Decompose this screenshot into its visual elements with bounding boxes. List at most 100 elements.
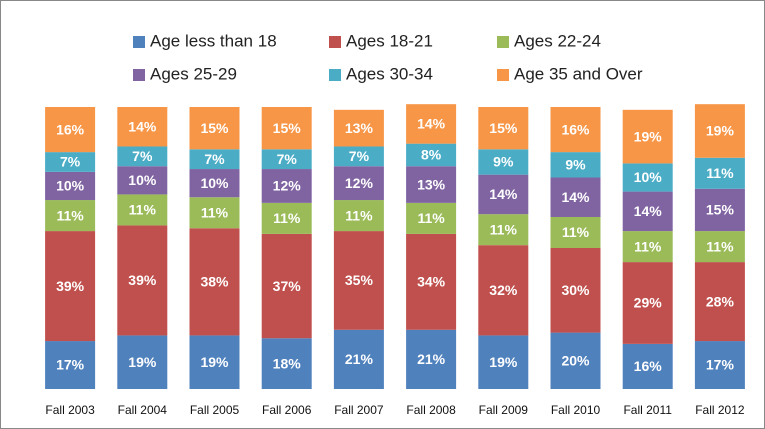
x-tick-label: Fall 2007 bbox=[334, 403, 384, 417]
bar-segment bbox=[117, 335, 168, 389]
value-label: 37% bbox=[273, 278, 302, 294]
bar-segment bbox=[117, 166, 168, 195]
value-label: 10% bbox=[56, 178, 85, 194]
value-label: 11% bbox=[56, 207, 84, 223]
bar-segment bbox=[333, 109, 384, 147]
value-label: 11% bbox=[345, 207, 373, 223]
value-label: 14% bbox=[417, 116, 446, 132]
value-label: 11% bbox=[706, 165, 734, 181]
bar-segment bbox=[622, 191, 673, 232]
bar-segment bbox=[189, 335, 240, 389]
bar-segment bbox=[694, 104, 745, 158]
value-label: 16% bbox=[56, 121, 85, 137]
bar-segment bbox=[478, 214, 529, 246]
bar-segment bbox=[622, 109, 673, 164]
legend-swatch bbox=[497, 69, 509, 81]
value-label: 11% bbox=[201, 204, 229, 220]
value-label: 7% bbox=[60, 154, 81, 170]
x-tick-label: Fall 2009 bbox=[479, 403, 529, 417]
bar-segment bbox=[478, 335, 529, 389]
legend-swatch bbox=[329, 36, 341, 48]
value-label: 7% bbox=[349, 148, 370, 164]
value-label: 17% bbox=[56, 357, 85, 373]
value-label: 8% bbox=[421, 147, 442, 163]
bar-segment bbox=[694, 231, 745, 263]
legend-swatch bbox=[329, 69, 341, 81]
value-label: 19% bbox=[634, 128, 663, 144]
bar-segment bbox=[478, 149, 529, 175]
bar-segment bbox=[694, 157, 745, 189]
value-label: 13% bbox=[417, 176, 446, 192]
legend-label: Ages 22-24 bbox=[514, 31, 601, 50]
bar-segment bbox=[189, 197, 240, 229]
value-label: 17% bbox=[706, 357, 735, 373]
bar-segment bbox=[622, 163, 673, 192]
value-label: 10% bbox=[634, 169, 663, 185]
value-label: 19% bbox=[489, 354, 518, 370]
value-label: 11% bbox=[129, 202, 157, 218]
bar-segment bbox=[622, 231, 673, 263]
bar-segment bbox=[694, 341, 745, 389]
value-label: 13% bbox=[345, 120, 374, 136]
bar-segment bbox=[694, 188, 745, 232]
x-tick-label: Fall 2012 bbox=[695, 403, 745, 417]
legend-swatch bbox=[133, 69, 145, 81]
value-label: 15% bbox=[200, 120, 229, 136]
bar-segment bbox=[333, 166, 384, 201]
legend-label: Ages 25-29 bbox=[150, 64, 237, 83]
x-tick-label: Fall 2010 bbox=[551, 403, 601, 417]
bar-segment bbox=[406, 143, 457, 167]
bar-segment bbox=[117, 225, 168, 336]
bar-segment bbox=[406, 104, 457, 144]
value-label: 18% bbox=[273, 355, 302, 371]
value-label: 15% bbox=[489, 120, 518, 136]
bar-segment bbox=[189, 107, 240, 150]
legend-label: Ages 30-34 bbox=[346, 64, 433, 83]
bar-segment bbox=[45, 231, 96, 342]
bar-segment bbox=[333, 329, 384, 389]
value-label: 39% bbox=[56, 278, 85, 294]
value-label: 11% bbox=[417, 210, 445, 226]
bar-segment bbox=[333, 146, 384, 167]
value-label: 28% bbox=[706, 293, 735, 309]
value-label: 14% bbox=[128, 118, 157, 134]
value-label: 38% bbox=[200, 274, 229, 290]
bar-segment bbox=[117, 194, 168, 226]
bar-segment bbox=[45, 152, 96, 172]
legend-label: Ages 18-21 bbox=[346, 31, 433, 50]
x-tick-label: Fall 2003 bbox=[45, 403, 95, 417]
value-label: 35% bbox=[345, 272, 374, 288]
value-label: 9% bbox=[565, 157, 586, 173]
x-tick-label: Fall 2006 bbox=[262, 403, 312, 417]
value-label: 39% bbox=[128, 272, 157, 288]
bar-segment bbox=[261, 169, 312, 203]
value-label: 15% bbox=[706, 202, 735, 218]
bar-segment bbox=[622, 262, 673, 344]
bar-segment bbox=[478, 174, 529, 215]
value-label: 11% bbox=[273, 210, 301, 226]
value-label: 14% bbox=[561, 189, 590, 205]
value-label: 10% bbox=[200, 175, 229, 191]
value-label: 14% bbox=[634, 203, 663, 219]
bar-segment bbox=[45, 107, 96, 153]
legend-label: Age less than 18 bbox=[150, 31, 277, 50]
value-label: 12% bbox=[345, 175, 374, 191]
bar-segment bbox=[550, 177, 601, 217]
bar-segment bbox=[406, 233, 457, 330]
bar-segment bbox=[261, 202, 312, 234]
value-label: 34% bbox=[417, 274, 446, 290]
value-label: 7% bbox=[132, 148, 153, 164]
x-tick-label: Fall 2011 bbox=[623, 403, 672, 417]
bar-segment bbox=[550, 152, 601, 178]
bar-segment bbox=[261, 149, 312, 170]
bar-segment bbox=[478, 245, 529, 336]
bar-segment bbox=[261, 338, 312, 389]
bar-segment bbox=[622, 343, 673, 389]
bar-segment bbox=[45, 200, 96, 232]
bar-segment bbox=[406, 329, 457, 389]
value-label: 11% bbox=[706, 238, 734, 254]
value-label: 7% bbox=[204, 151, 225, 167]
bar-segment bbox=[406, 166, 457, 203]
value-label: 15% bbox=[273, 120, 302, 136]
